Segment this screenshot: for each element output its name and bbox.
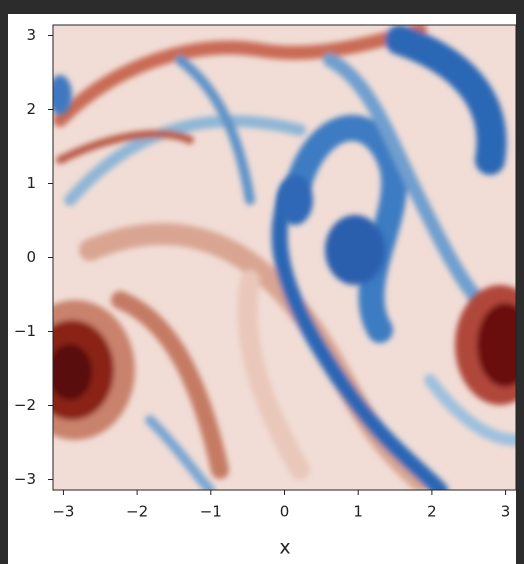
y-tick-label: 1 [26,174,36,192]
y-tick-label: −3 [14,470,36,488]
x-axis-label: x [279,537,290,559]
x-tick-label: 3 [501,503,511,521]
x-tick-label: −2 [126,503,148,521]
y-tick-label: 2 [26,100,36,118]
field-image [53,25,516,490]
y-tick-label: −2 [14,396,36,414]
x-tick-label: −3 [52,503,74,521]
x-tick-label: 0 [280,503,290,521]
y-tick-label: −1 [14,322,36,340]
x-tick-label: 1 [353,503,363,521]
x-tick-label: 2 [427,503,437,521]
y-tick-label: 0 [26,248,36,266]
y-tick-label: 3 [26,26,36,44]
x-tick-label: −1 [200,503,222,521]
